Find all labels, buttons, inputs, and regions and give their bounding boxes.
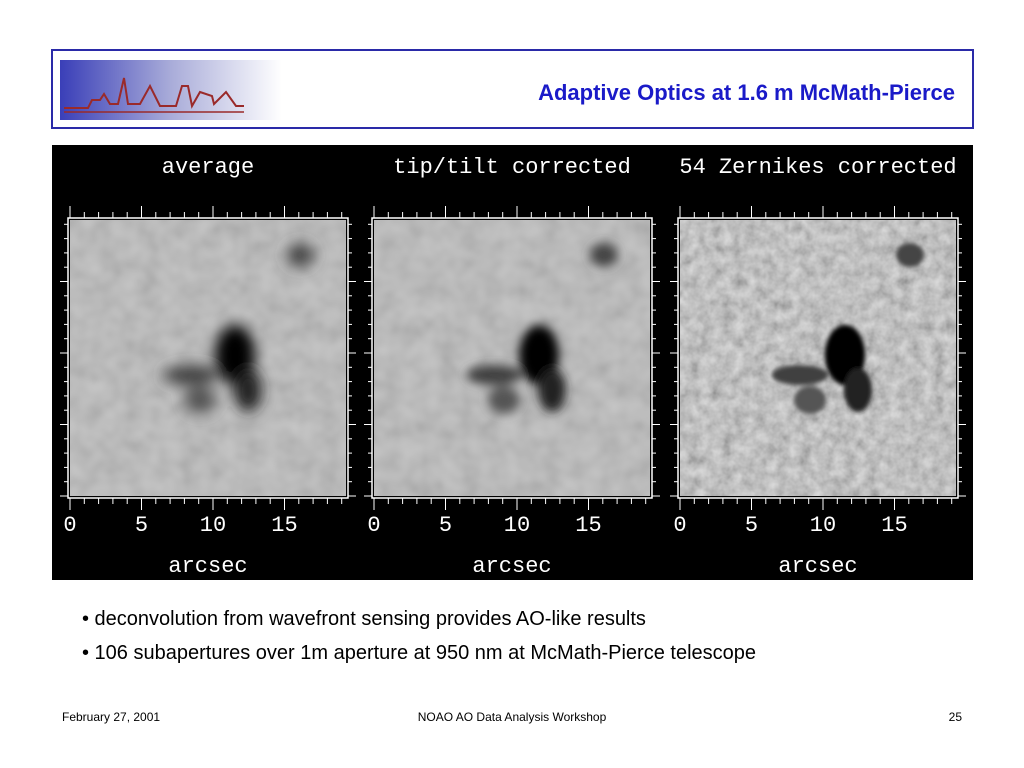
footer-event: NOAO AO Data Analysis Workshop <box>418 710 607 724</box>
sunspot <box>466 243 618 414</box>
sunspot <box>162 243 314 414</box>
umbra <box>844 368 872 412</box>
umbra <box>234 368 262 412</box>
x-tick-label: 15 <box>881 513 907 538</box>
x-tick-label: 5 <box>135 513 148 538</box>
logo-skyline <box>64 77 244 109</box>
x-tick-label: 0 <box>673 513 686 538</box>
axis-frame <box>67 217 349 499</box>
panel-title: 54 Zernikes corrected <box>679 155 956 180</box>
x-tick-label: 5 <box>745 513 758 538</box>
x-tick-label: 0 <box>367 513 380 538</box>
x-tick-label: 0 <box>63 513 76 538</box>
x-axis-label: arcsec <box>778 554 857 579</box>
sunspot <box>772 243 924 414</box>
x-tick-label: 15 <box>271 513 297 538</box>
penumbra <box>162 365 218 385</box>
axis-frame <box>677 217 959 499</box>
x-axis-label: arcsec <box>472 554 551 579</box>
x-tick-label: 10 <box>504 513 530 538</box>
penumbra <box>466 365 522 385</box>
bullet: • deconvolution from wavefront sensing p… <box>82 608 646 630</box>
solar-image <box>374 220 650 496</box>
footer-date: February 27, 2001 <box>62 710 160 724</box>
x-axis-label: arcsec <box>168 554 247 579</box>
figure-panels: average 0 5 10 15 arcsec tip/tilt corrected 0 5 1… <box>60 155 966 579</box>
penumbra <box>772 365 828 385</box>
panel-title: average <box>162 155 254 180</box>
solar-image <box>70 220 346 496</box>
slide-title: Adaptive Optics at 1.6 m McMath-Pierce <box>538 80 955 105</box>
axis-frame <box>371 217 653 499</box>
x-tick-label: 10 <box>810 513 836 538</box>
panel-title: tip/tilt corrected <box>393 155 631 180</box>
x-tick-label: 5 <box>439 513 452 538</box>
pore <box>590 243 618 267</box>
x-tick-label: 10 <box>200 513 226 538</box>
pore <box>286 243 314 267</box>
penumbra <box>794 386 826 414</box>
umbra <box>538 368 566 412</box>
footer-page: 25 <box>949 710 963 724</box>
penumbra <box>184 386 216 414</box>
bullet: • 106 subapertures over 1m aperture at 9… <box>82 642 756 664</box>
solar-image <box>680 220 956 496</box>
x-tick-label: 15 <box>575 513 601 538</box>
logo <box>60 60 282 120</box>
penumbra <box>488 386 520 414</box>
pore <box>896 243 924 267</box>
